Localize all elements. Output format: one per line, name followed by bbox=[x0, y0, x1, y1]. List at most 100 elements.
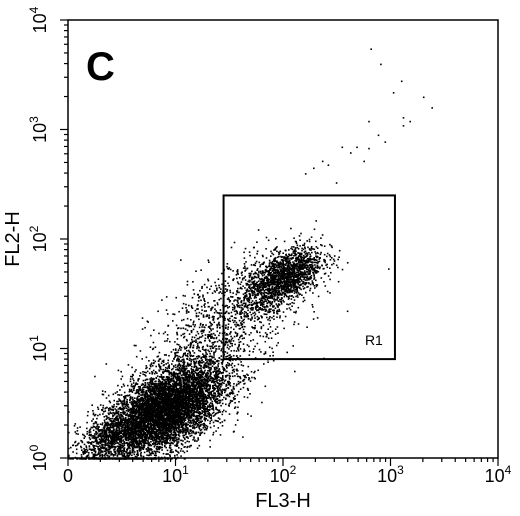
scatter-point bbox=[141, 439, 144, 442]
scatter-point bbox=[236, 383, 238, 386]
scatter-point bbox=[169, 442, 172, 445]
scatter-point bbox=[164, 366, 167, 369]
scatter-point bbox=[109, 420, 112, 422]
scatter-point bbox=[157, 425, 159, 427]
scatter-point bbox=[215, 398, 217, 401]
scatter-point bbox=[209, 393, 211, 396]
scatter-point bbox=[163, 418, 165, 421]
scatter-point bbox=[152, 415, 154, 418]
scatter-point bbox=[206, 396, 208, 398]
scatter-point bbox=[137, 399, 139, 401]
scatter-point bbox=[153, 388, 156, 391]
scatter-point bbox=[140, 404, 142, 407]
scatter-point bbox=[196, 395, 199, 398]
scatter-point bbox=[102, 393, 105, 396]
scatter-point bbox=[161, 384, 164, 387]
scatter-point bbox=[183, 360, 185, 363]
scatter-point bbox=[152, 359, 155, 362]
scatter-point bbox=[117, 384, 119, 387]
scatter-point bbox=[110, 452, 112, 454]
scatter-point bbox=[120, 400, 123, 403]
scatter-point bbox=[199, 394, 202, 396]
scatter-point bbox=[169, 383, 172, 386]
scatter-point bbox=[112, 414, 114, 416]
scatter-point bbox=[118, 446, 120, 449]
scatter-point bbox=[194, 421, 197, 423]
scatter-point bbox=[158, 388, 161, 390]
scatter-point bbox=[176, 407, 178, 409]
scatter-point bbox=[153, 441, 155, 444]
scatter-point bbox=[261, 401, 263, 404]
scatter-point bbox=[209, 426, 212, 429]
scatter-point bbox=[184, 393, 187, 395]
scatter-point bbox=[86, 433, 88, 435]
scatter-point bbox=[140, 441, 142, 444]
scatter-point bbox=[205, 358, 208, 360]
scatter-point bbox=[205, 429, 208, 431]
scatter-point bbox=[237, 411, 239, 414]
scatter-point bbox=[168, 354, 170, 357]
scatter-point bbox=[155, 393, 158, 395]
scatter-point bbox=[166, 393, 169, 395]
scatter-point bbox=[224, 375, 227, 377]
scatter-point bbox=[196, 418, 199, 421]
scatter-point bbox=[154, 427, 157, 430]
scatter-point bbox=[168, 383, 170, 385]
scatter-point bbox=[146, 411, 149, 414]
scatter-point bbox=[247, 389, 249, 391]
scatter-point bbox=[226, 346, 229, 349]
scatter-point bbox=[131, 441, 133, 444]
scatter-point bbox=[152, 386, 155, 388]
scatter-point bbox=[210, 390, 213, 393]
scatter-point bbox=[156, 375, 159, 377]
scatter-point bbox=[103, 454, 106, 457]
scatter-point bbox=[120, 439, 122, 441]
scatter-point bbox=[199, 377, 202, 380]
scatter-point bbox=[216, 397, 219, 400]
scatter-point bbox=[123, 411, 126, 414]
scatter-point bbox=[207, 409, 210, 411]
scatter-point bbox=[122, 383, 125, 386]
scatter-point bbox=[159, 399, 162, 401]
scatter-point bbox=[135, 402, 137, 404]
scatter-point bbox=[210, 417, 212, 420]
scatter-point bbox=[192, 383, 195, 385]
scatter-point bbox=[214, 388, 216, 390]
scatter-point bbox=[201, 362, 204, 364]
scatter-point bbox=[187, 397, 189, 400]
scatter-point bbox=[195, 380, 198, 382]
scatter-point bbox=[143, 443, 146, 446]
scatter-point bbox=[117, 408, 120, 410]
scatter-point bbox=[161, 438, 163, 440]
scatter-point bbox=[199, 397, 201, 400]
scatter-point bbox=[196, 377, 198, 379]
scatter-point bbox=[188, 390, 190, 393]
scatter-point bbox=[214, 341, 216, 343]
scatter-point bbox=[219, 434, 222, 436]
scatter-point bbox=[212, 396, 215, 398]
scatter-point bbox=[151, 382, 154, 384]
scatter-point bbox=[207, 391, 210, 394]
scatter-point bbox=[154, 360, 157, 363]
scatter-point bbox=[79, 426, 81, 428]
scatter-point bbox=[181, 413, 184, 415]
scatter-point bbox=[178, 364, 180, 366]
scatter-point bbox=[195, 393, 197, 396]
scatter-point bbox=[222, 376, 224, 378]
scatter-point bbox=[208, 385, 211, 387]
scatter-point bbox=[114, 408, 116, 410]
scatter-point bbox=[164, 445, 166, 448]
scatter-point bbox=[182, 379, 184, 381]
scatter-point bbox=[131, 390, 133, 392]
scatter-point bbox=[160, 434, 162, 436]
scatter-point bbox=[149, 364, 152, 366]
scatter-point bbox=[214, 375, 216, 378]
scatter-point bbox=[68, 431, 70, 434]
scatter-point bbox=[77, 442, 79, 445]
scatter-point bbox=[161, 458, 163, 460]
scatter-point bbox=[219, 380, 221, 382]
scatter-point bbox=[152, 452, 155, 455]
scatter-point bbox=[208, 375, 210, 378]
scatter-point bbox=[171, 439, 174, 441]
scatter-point bbox=[213, 352, 215, 355]
